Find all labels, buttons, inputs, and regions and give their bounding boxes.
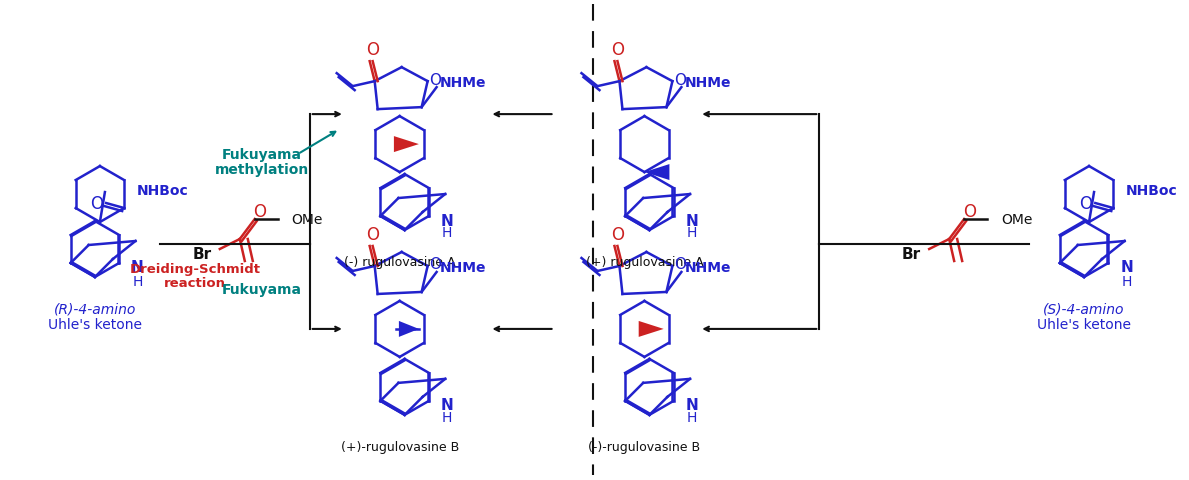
Text: O: O: [366, 226, 379, 243]
Text: O: O: [89, 194, 102, 213]
Text: O: O: [253, 203, 266, 221]
Text: (-)-rugulovasine B: (-)-rugulovasine B: [589, 441, 700, 454]
Text: N: N: [131, 260, 144, 275]
Text: (R)-4-amino: (R)-4-amino: [54, 302, 136, 316]
Text: Br: Br: [193, 247, 212, 262]
Text: O: O: [429, 72, 441, 87]
Text: H: H: [442, 410, 452, 424]
Text: O: O: [611, 41, 624, 59]
Text: NHMe: NHMe: [440, 261, 486, 275]
Text: Uhle's ketone: Uhle's ketone: [48, 317, 141, 331]
Text: O: O: [611, 226, 624, 243]
Text: NHBoc: NHBoc: [1126, 184, 1178, 198]
Text: H: H: [1121, 275, 1132, 288]
Polygon shape: [638, 321, 663, 337]
Text: Fukuyama: Fukuyama: [222, 282, 302, 296]
Polygon shape: [644, 165, 669, 180]
Text: NHBoc: NHBoc: [137, 184, 189, 198]
Text: NHMe: NHMe: [685, 261, 731, 275]
Text: H: H: [442, 226, 452, 240]
Text: N: N: [441, 397, 453, 412]
Text: N: N: [686, 213, 698, 228]
Text: H: H: [687, 226, 697, 240]
Text: O: O: [1078, 194, 1092, 213]
Text: (S)-4-amino: (S)-4-amino: [1043, 302, 1125, 316]
Text: (+)-rugulovasine B: (+)-rugulovasine B: [340, 441, 459, 454]
Text: OMe: OMe: [1001, 213, 1032, 227]
Text: O: O: [429, 257, 441, 272]
Text: reaction: reaction: [164, 277, 226, 290]
Text: NHMe: NHMe: [685, 76, 731, 90]
Text: N: N: [686, 397, 698, 412]
Text: NHMe: NHMe: [440, 76, 486, 90]
Text: N: N: [441, 213, 453, 228]
Text: O: O: [963, 203, 976, 221]
Text: H: H: [132, 275, 143, 288]
Polygon shape: [398, 321, 419, 337]
Text: N: N: [1120, 260, 1133, 275]
Text: (-) rugulovasine A: (-) rugulovasine A: [344, 256, 455, 269]
Text: Fukuyama: Fukuyama: [222, 148, 302, 162]
Text: Dreiding-Schmidt: Dreiding-Schmidt: [130, 263, 260, 276]
Text: OMe: OMe: [291, 213, 323, 227]
Text: Br: Br: [902, 247, 921, 262]
Text: H: H: [687, 410, 697, 424]
Text: O: O: [674, 72, 686, 87]
Text: O: O: [366, 41, 379, 59]
Text: O: O: [674, 257, 686, 272]
Text: Uhle's ketone: Uhle's ketone: [1037, 317, 1131, 331]
Text: (+) rugulovasine A: (+) rugulovasine A: [586, 256, 703, 269]
Polygon shape: [394, 137, 419, 153]
Text: methylation: methylation: [215, 163, 309, 177]
